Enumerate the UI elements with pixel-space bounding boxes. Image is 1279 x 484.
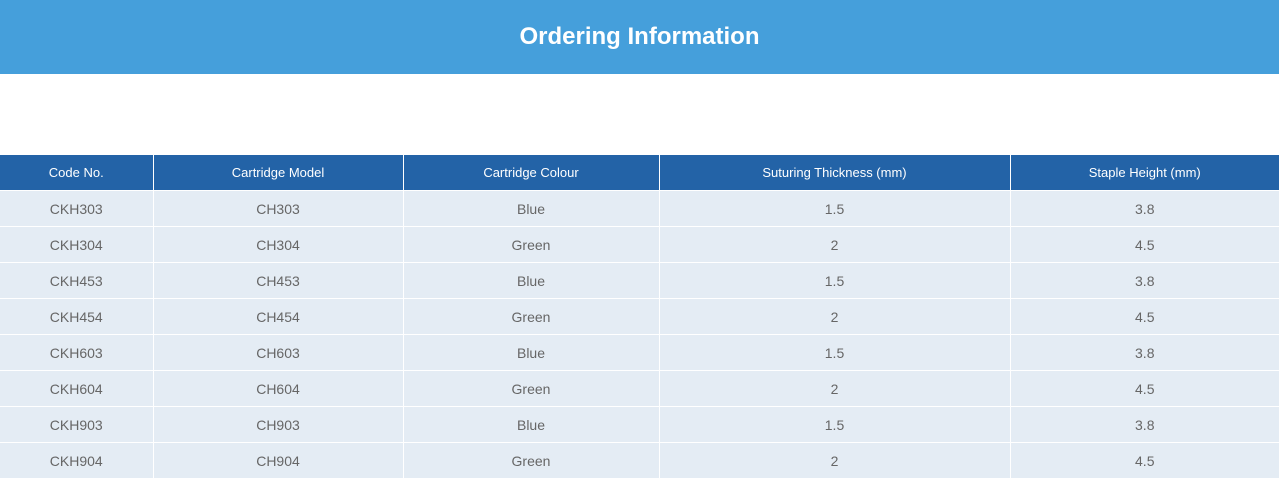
column-header: Suturing Thickness (mm) [659,155,1011,191]
table-cell: CKH454 [0,298,154,335]
table-cell: 2 [659,298,1011,335]
table-cell: CH454 [153,298,404,335]
column-header: Code No. [0,155,154,191]
table-cell: CKH453 [0,262,154,299]
ordering-table: Code No. Cartridge Model Cartridge Colour S… [0,155,1279,479]
table-cell: 4.5 [1010,442,1279,479]
table-header-row: Code No. Cartridge Model Cartridge Colour S… [0,155,1279,191]
table-cell: Blue [403,262,660,299]
table-cell: 3.8 [1010,334,1279,371]
table-cell: CKH904 [0,442,154,479]
table-cell: CKH903 [0,406,154,443]
table-cell: CH604 [153,370,404,407]
table-cell: 4.5 [1010,226,1279,263]
table-row: CKH303 CH303 Blue 1.5 3.8 [0,190,1279,227]
table-cell: CH453 [153,262,404,299]
table-cell: 3.8 [1010,190,1279,227]
table-cell: CH904 [153,442,404,479]
table-cell: CKH604 [0,370,154,407]
table-row: CKH453 CH453 Blue 1.5 3.8 [0,262,1279,299]
table-cell: 1.5 [659,262,1011,299]
column-header: Staple Height (mm) [1010,155,1279,191]
table-row: CKH304 CH304 Green 2 4.5 [0,226,1279,263]
table-cell: 2 [659,442,1011,479]
table-cell: 1.5 [659,334,1011,371]
table-row: CKH903 CH903 Blue 1.5 3.8 [0,406,1279,443]
table-cell: CH303 [153,190,404,227]
column-header: Cartridge Model [153,155,404,191]
table-cell: 3.8 [1010,262,1279,299]
table-cell: 2 [659,226,1011,263]
table-cell: 1.5 [659,406,1011,443]
table-cell: 4.5 [1010,298,1279,335]
table-cell: 3.8 [1010,406,1279,443]
table-row: CKH454 CH454 Green 2 4.5 [0,298,1279,335]
table-cell: Green [403,298,660,335]
table-cell: Blue [403,334,660,371]
table-row: CKH603 CH603 Blue 1.5 3.8 [0,334,1279,371]
table-cell: CKH304 [0,226,154,263]
table-cell: CKH603 [0,334,154,371]
table-cell: 4.5 [1010,370,1279,407]
column-header: Cartridge Colour [403,155,660,191]
table-cell: Green [403,370,660,407]
table-cell: Green [403,226,660,263]
table-cell: Blue [403,190,660,227]
page-title: Ordering Information [519,23,760,50]
table-cell: CH603 [153,334,404,371]
table-cell: 2 [659,370,1011,407]
table-cell: CH903 [153,406,404,443]
table-row: CKH604 CH604 Green 2 4.5 [0,370,1279,407]
table-cell: Blue [403,406,660,443]
title-banner: Ordering Information [0,0,1279,74]
table-row: CKH904 CH904 Green 2 4.5 [0,442,1279,479]
table-cell: CH304 [153,226,404,263]
table-cell: CKH303 [0,190,154,227]
table-cell: 1.5 [659,190,1011,227]
table-cell: Green [403,442,660,479]
